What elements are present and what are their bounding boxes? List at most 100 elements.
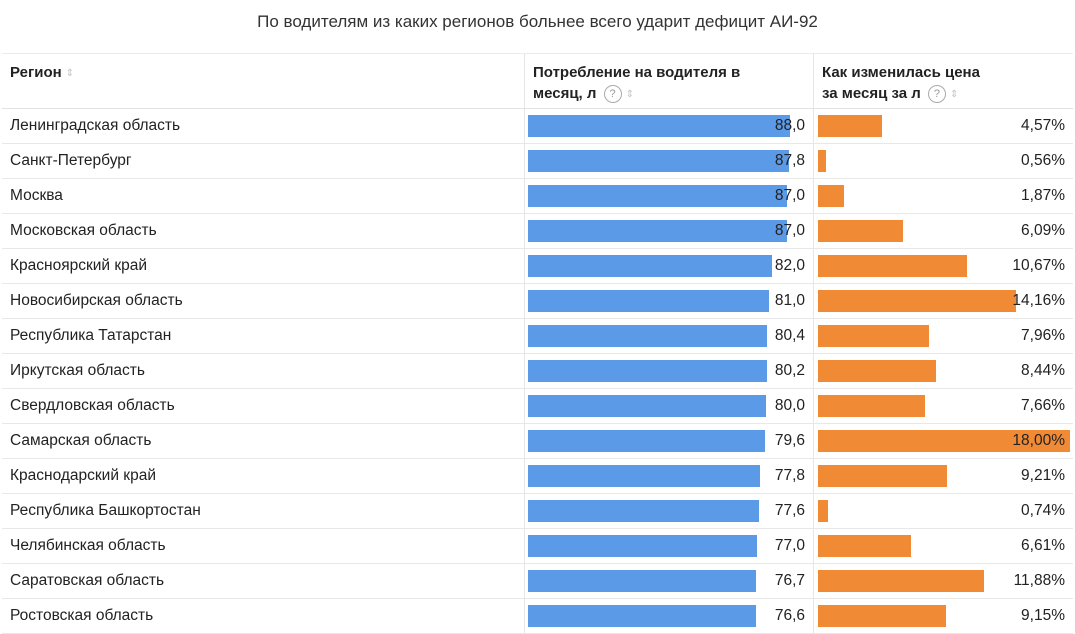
table-row: Самарская область 79,6 18,00% bbox=[2, 424, 1073, 459]
consumption-bar bbox=[528, 360, 767, 382]
consumption-cell: 80,2 bbox=[524, 354, 813, 388]
region-cell: Московская область bbox=[10, 222, 157, 239]
price-change-bar bbox=[818, 325, 929, 347]
table-row: Саратовская область 76,7 11,88% bbox=[2, 564, 1073, 599]
consumption-bar bbox=[528, 570, 756, 592]
table-row: Московская область 87,0 6,09% bbox=[2, 214, 1073, 249]
price-change-value: 18,00% bbox=[1012, 432, 1065, 449]
consumption-cell: 77,0 bbox=[524, 529, 813, 563]
consumption-value: 76,6 bbox=[774, 607, 805, 624]
consumption-cell: 76,6 bbox=[524, 599, 813, 633]
consumption-bar bbox=[528, 255, 772, 277]
consumption-value: 87,0 bbox=[774, 222, 805, 239]
consumption-bar bbox=[528, 290, 769, 312]
price-change-cell: 11,88% bbox=[813, 564, 1073, 598]
consumption-bar bbox=[528, 500, 759, 522]
price-change-cell: 8,44% bbox=[813, 354, 1073, 388]
region-cell: Ленинградская область bbox=[10, 117, 181, 134]
region-cell: Иркутская область bbox=[10, 362, 145, 379]
sort-icon[interactable]: ⇕ bbox=[625, 88, 634, 100]
table-body: Ленинградская область 88,0 4,57% Санкт-Пете… bbox=[2, 109, 1073, 634]
consumption-bar bbox=[528, 185, 787, 207]
region-cell: Самарская область bbox=[10, 432, 152, 449]
sort-icon[interactable]: ⇕ bbox=[65, 67, 75, 79]
consumption-cell: 88,0 bbox=[524, 109, 813, 143]
consumption-value: 82,0 bbox=[774, 257, 805, 274]
region-cell: Свердловская область bbox=[10, 397, 175, 414]
price-change-value: 14,16% bbox=[1012, 292, 1065, 309]
consumption-bar bbox=[528, 395, 766, 417]
price-change-value: 10,67% bbox=[1012, 257, 1065, 274]
consumption-cell: 77,8 bbox=[524, 459, 813, 493]
price-change-cell: 0,56% bbox=[813, 144, 1073, 178]
consumption-bar bbox=[528, 535, 757, 557]
price-change-bar bbox=[818, 220, 903, 242]
consumption-cell: 87,8 bbox=[524, 144, 813, 178]
price-change-bar bbox=[818, 150, 826, 172]
column-header-region[interactable]: Регион ⇕ bbox=[2, 54, 524, 108]
consumption-bar bbox=[528, 325, 767, 347]
price-change-value: 6,09% bbox=[1021, 222, 1065, 239]
price-change-cell: 1,87% bbox=[813, 179, 1073, 213]
table-row: Республика Татарстан 80,4 7,96% bbox=[2, 319, 1073, 354]
price-change-value: 6,61% bbox=[1021, 537, 1065, 554]
price-change-value: 1,87% bbox=[1021, 187, 1065, 204]
price-change-value: 9,21% bbox=[1021, 467, 1065, 484]
price-change-cell: 4,57% bbox=[813, 109, 1073, 143]
table-row: Челябинская область 77,0 6,61% bbox=[2, 529, 1073, 564]
price-change-bar bbox=[818, 395, 925, 417]
table-row: Санкт-Петербург 87,8 0,56% bbox=[2, 144, 1073, 179]
consumption-cell: 81,0 bbox=[524, 284, 813, 318]
consumption-value: 80,0 bbox=[774, 397, 805, 414]
chart-title: По водителям из каких регионов больнее в… bbox=[257, 12, 818, 31]
consumption-cell: 77,6 bbox=[524, 494, 813, 528]
price-change-cell: 10,67% bbox=[813, 249, 1073, 283]
price-change-cell: 7,96% bbox=[813, 319, 1073, 353]
region-cell: Новосибирская область bbox=[10, 292, 183, 309]
consumption-value: 79,6 bbox=[774, 432, 805, 449]
price-change-cell: 14,16% bbox=[813, 284, 1073, 318]
region-cell: Ростовская область bbox=[10, 607, 154, 624]
price-change-cell: 7,66% bbox=[813, 389, 1073, 423]
region-cell: Челябинская область bbox=[10, 537, 166, 554]
price-change-bar bbox=[818, 290, 1016, 312]
table-row: Новосибирская область 81,0 14,16% bbox=[2, 284, 1073, 319]
price-change-cell: 6,09% bbox=[813, 214, 1073, 248]
price-change-bar bbox=[818, 500, 828, 522]
consumption-bar bbox=[528, 465, 760, 487]
consumption-value: 87,8 bbox=[774, 152, 805, 169]
column-header-price-change[interactable]: Как изменилась цена за месяц за л ? ⇕ bbox=[813, 54, 1073, 108]
table-header: Регион ⇕ Потребление на водителя в месяц,… bbox=[2, 53, 1073, 109]
consumption-cell: 79,6 bbox=[524, 424, 813, 458]
region-cell: Санкт-Петербург bbox=[10, 152, 132, 169]
column-header-consumption-line2: месяц, л bbox=[533, 85, 597, 102]
price-change-value: 9,15% bbox=[1021, 607, 1065, 624]
help-icon[interactable]: ? bbox=[603, 85, 622, 104]
price-change-bar bbox=[818, 570, 984, 592]
consumption-value: 88,0 bbox=[774, 117, 805, 134]
price-change-bar bbox=[818, 430, 1070, 452]
region-cell: Саратовская область bbox=[10, 572, 165, 589]
column-header-consumption[interactable]: Потребление на водителя в месяц, л ? ⇕ bbox=[524, 54, 813, 108]
table-row: Республика Башкортостан 77,6 0,74% bbox=[2, 494, 1073, 529]
price-change-value: 8,44% bbox=[1021, 362, 1065, 379]
region-cell: Республика Татарстан bbox=[10, 327, 172, 344]
price-change-value: 0,56% bbox=[1021, 152, 1065, 169]
table-row: Иркутская область 80,2 8,44% bbox=[2, 354, 1073, 389]
column-header-price-line1: Как изменилась цена bbox=[822, 64, 980, 81]
consumption-cell: 87,0 bbox=[524, 179, 813, 213]
price-change-cell: 6,61% bbox=[813, 529, 1073, 563]
consumption-value: 77,0 bbox=[774, 537, 805, 554]
consumption-value: 80,4 bbox=[774, 327, 805, 344]
price-change-bar bbox=[818, 535, 911, 557]
consumption-value: 87,0 bbox=[774, 187, 805, 204]
sort-icon[interactable]: ⇕ bbox=[949, 88, 959, 100]
help-icon[interactable]: ? bbox=[927, 85, 946, 104]
price-change-value: 7,96% bbox=[1021, 327, 1065, 344]
price-change-bar bbox=[818, 115, 882, 137]
consumption-cell: 87,0 bbox=[524, 214, 813, 248]
region-cell: Красноярский край bbox=[10, 257, 148, 274]
consumption-bar bbox=[528, 220, 787, 242]
price-change-bar bbox=[818, 185, 844, 207]
consumption-bar bbox=[528, 430, 765, 452]
